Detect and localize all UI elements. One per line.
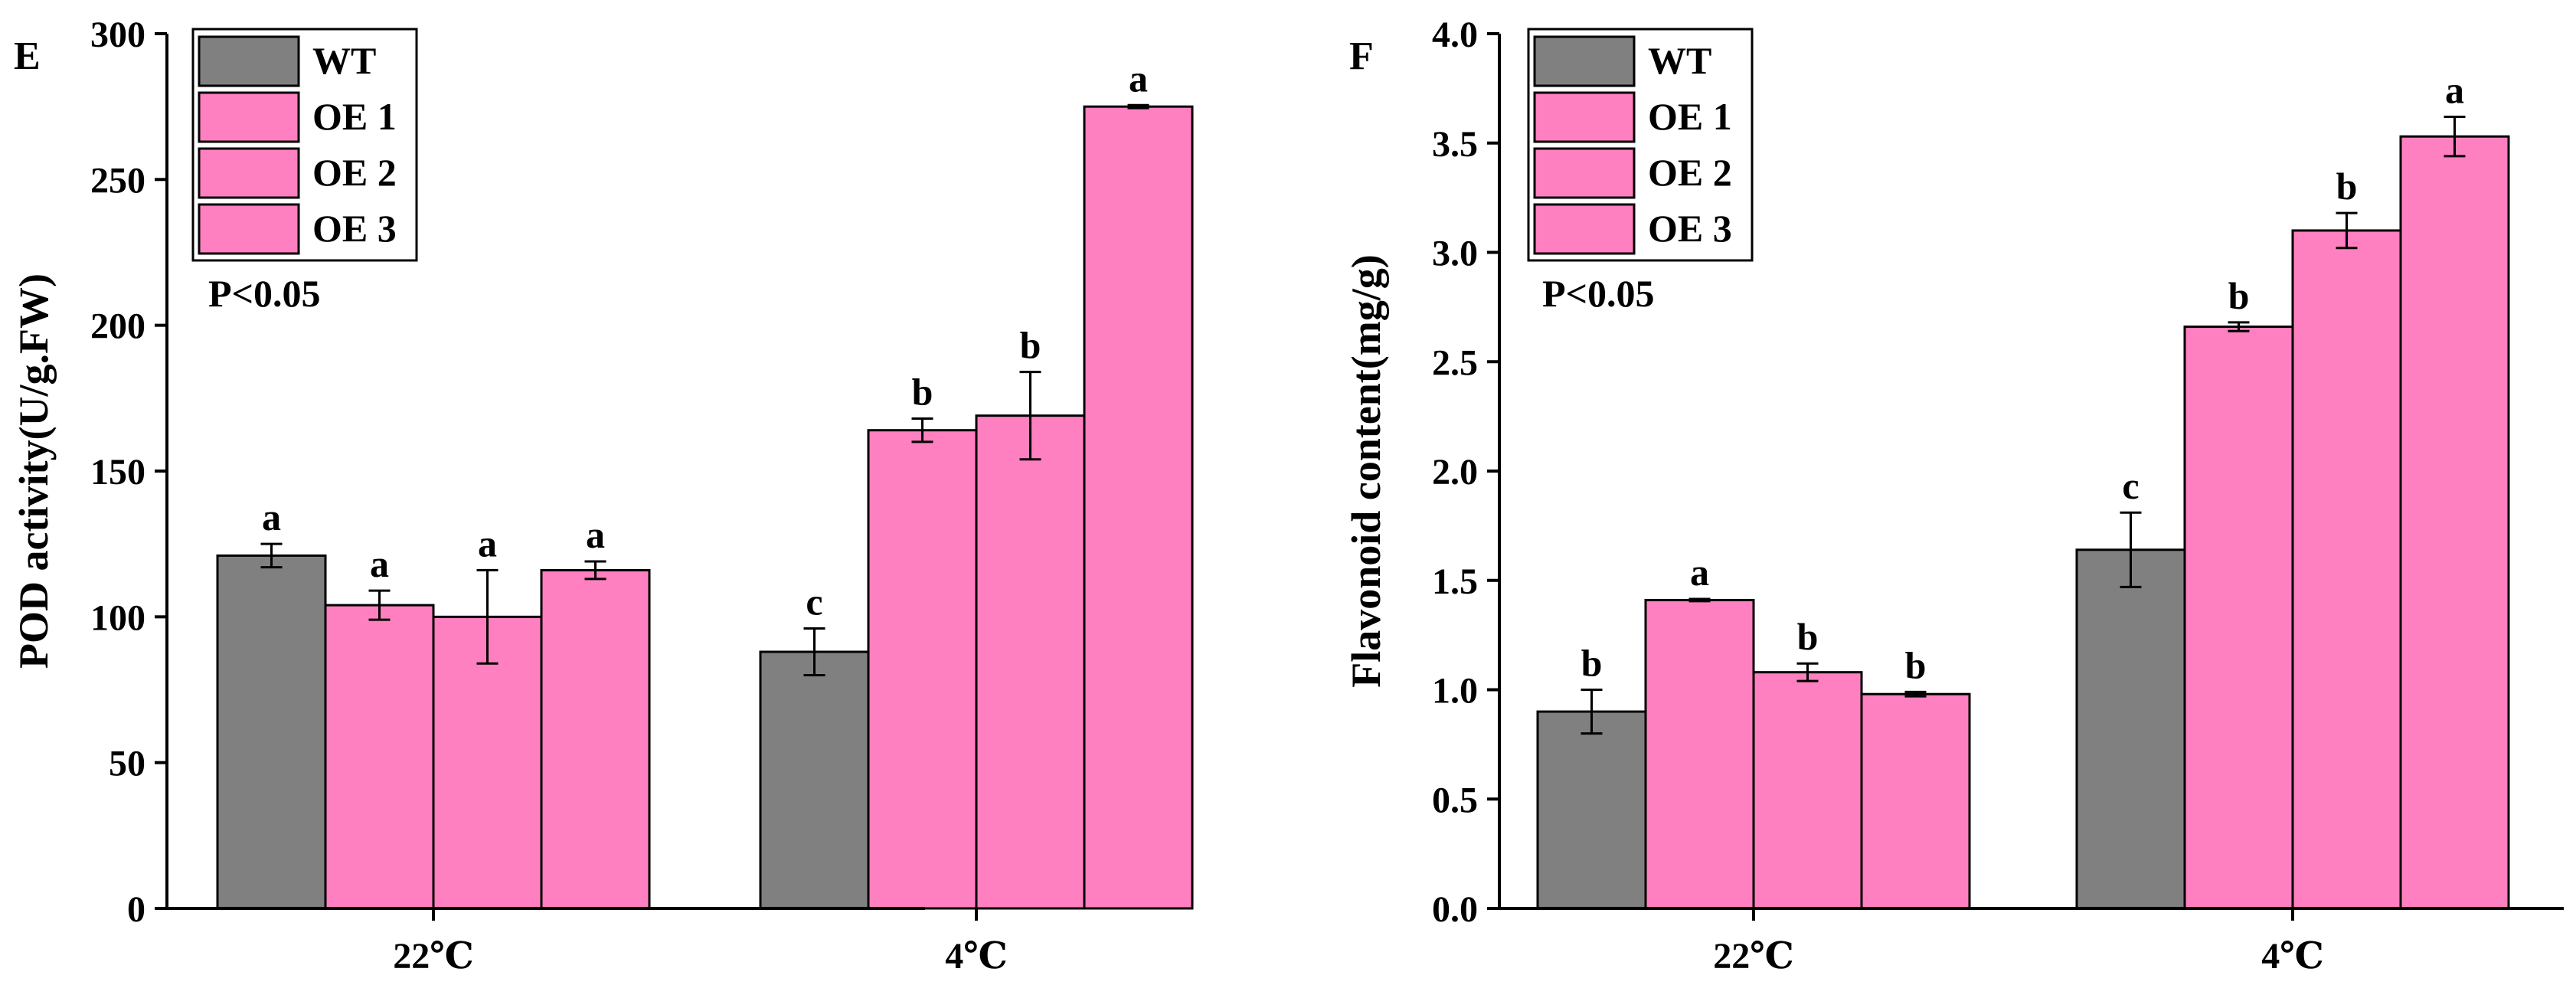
bar-oe3-22c <box>540 568 651 910</box>
significance-note: P<0.05 <box>1542 272 1655 315</box>
y-tick-label: 300 <box>90 15 145 55</box>
legend: WT OE 1 OE 2 OE 3 <box>1527 28 1754 262</box>
legend-swatch <box>1533 203 1636 255</box>
significance-letter: c <box>2122 464 2139 507</box>
y-tick-label: 1.5 <box>1432 561 1478 602</box>
bar-wt-22c <box>216 554 327 910</box>
y-tick-label: 3.0 <box>1432 234 1478 274</box>
legend-frame <box>1527 28 1754 262</box>
y-tick-label: 4.0 <box>1432 15 1478 55</box>
legend-label: OE 1 <box>1648 95 1732 138</box>
y-tick-label: 200 <box>90 306 145 347</box>
legend-swatch <box>1533 147 1636 199</box>
y-tick-label: 2.0 <box>1432 452 1478 492</box>
bar-oe3-4c <box>1083 105 1194 910</box>
significance-letter: b <box>2336 165 2358 208</box>
significance-letter: a <box>1690 551 1709 594</box>
panel-label: E <box>14 34 41 78</box>
significance-letter: a <box>2445 68 2464 111</box>
y-tick-label: 2.5 <box>1432 342 1478 383</box>
bar-oe1-22c <box>324 604 435 910</box>
y-tick-label: 0 <box>127 889 145 930</box>
bar-oe3-4c <box>2399 135 2510 910</box>
y-axis-title: Flavonoid content(mg/g) <box>1343 254 1389 687</box>
significance-letter: a <box>586 513 605 556</box>
bar-oe1-4c <box>2183 326 2294 910</box>
significance-letter: b <box>1581 642 1603 685</box>
y-tick-label: 1.0 <box>1432 671 1478 712</box>
significance-letter: a <box>262 496 281 538</box>
bar-oe2-22c <box>1752 671 1863 910</box>
legend-swatch <box>198 35 300 87</box>
y-tick-label: 50 <box>109 744 145 784</box>
legend-swatch <box>1533 35 1636 87</box>
significance-letter: b <box>1797 615 1819 658</box>
significance-note: P<0.05 <box>208 272 321 315</box>
bar-wt-4c <box>759 650 870 910</box>
significance-letter: b <box>1905 643 1927 686</box>
legend-swatch <box>198 203 300 255</box>
significance-letter: a <box>478 522 497 564</box>
legend-swatch <box>1533 91 1636 143</box>
legend-label: OE 1 <box>312 95 397 138</box>
bar-wt-22c <box>1536 710 1647 910</box>
y-tick-label: 0.0 <box>1432 889 1478 930</box>
y-tick-label: 250 <box>90 160 145 201</box>
y-axis-title: POD activity(U/g.FW) <box>11 273 57 669</box>
legend-label: OE 2 <box>1648 151 1732 194</box>
x-tick-label: 4℃ <box>2261 936 2324 977</box>
bar-oe1-22c <box>1644 598 1755 910</box>
x-tick-label: 4℃ <box>945 936 1008 977</box>
legend-label: WT <box>312 39 376 82</box>
legend-label: OE 3 <box>312 207 397 250</box>
significance-letter: b <box>1020 324 1041 367</box>
significance-letter: a <box>370 542 389 585</box>
bar-oe2-22c <box>432 615 543 910</box>
legend-label: OE 3 <box>1648 207 1732 250</box>
bar-oe2-4c <box>975 414 1086 910</box>
x-tick-label: 22℃ <box>1713 936 1794 977</box>
y-tick-label: 100 <box>90 597 145 638</box>
significance-letter: c <box>806 581 822 623</box>
panel-e: a c a b a b a a 0 50 100 150 200 250 300 22℃ 4℃ POD activ… <box>11 15 1194 977</box>
bar-wt-4c <box>2075 548 2186 910</box>
y-tick-label: 0.5 <box>1432 780 1478 820</box>
significance-letter: a <box>1129 57 1148 100</box>
legend-frame <box>191 28 418 262</box>
y-tick-label: 150 <box>90 452 145 492</box>
bar-oe1-4c <box>867 429 978 910</box>
y-tick-label: 3.5 <box>1432 124 1478 165</box>
legend: WT OE 1 OE 2 OE 3 <box>191 28 418 262</box>
legend-swatch <box>198 91 300 143</box>
legend-swatch <box>198 147 300 199</box>
panel-label: F <box>1349 34 1374 78</box>
panel-f: b c a b b b b a 0.0 0.5 1.0 1.5 2.0 2.5 3.0 3.5 4.0 22℃ 4℃… <box>1343 15 2564 977</box>
bar-oe2-4c <box>2291 229 2402 910</box>
bar-oe3-22c <box>1860 692 1971 910</box>
x-tick-label: 22℃ <box>393 936 474 977</box>
significance-letter: b <box>2228 274 2250 317</box>
legend-label: OE 2 <box>312 151 397 194</box>
legend-label: WT <box>1648 39 1711 82</box>
significance-letter: b <box>912 370 933 413</box>
